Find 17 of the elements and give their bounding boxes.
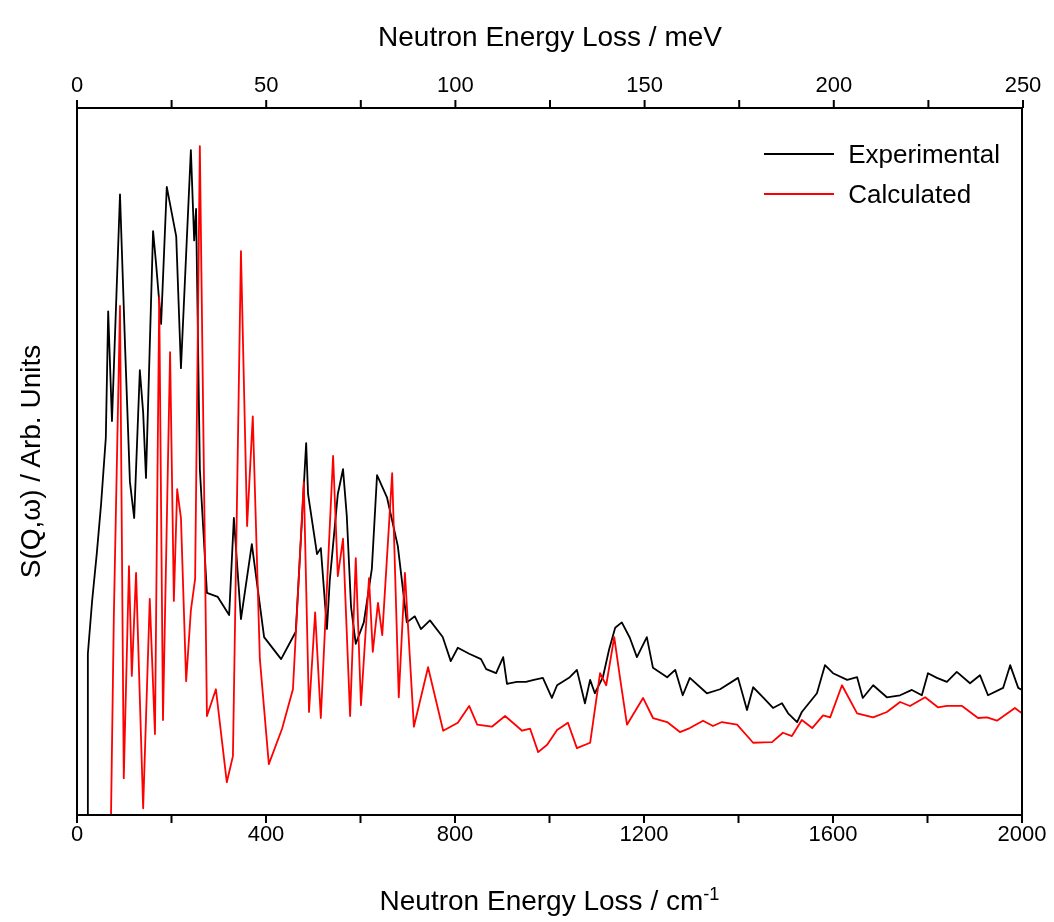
x-tick-label: 400 [247, 820, 285, 846]
x-axis-title: Neutron Energy Loss / cm$^{-1}$ [379, 884, 720, 916]
x-tick-label: 1200 [619, 820, 669, 846]
x2-tick-label: 150 [626, 72, 663, 97]
legend-label: Calculated [848, 178, 972, 211]
x2-tick-label: 200 [815, 72, 853, 97]
x2-tick-label: 100 [437, 72, 474, 97]
x-tick-label: 2000 [997, 820, 1047, 846]
x-tick-label: 0 [70, 820, 84, 846]
x2-axis-title: Neutron Energy Loss / meV [378, 21, 723, 52]
x2-tick-label: 250 [1004, 72, 1042, 97]
x-tick-label: 800 [436, 820, 474, 846]
legend-label: Experimental [848, 138, 1000, 171]
x2-tick-label: 50 [253, 72, 279, 97]
y-axis-title: S(Q,ω) / Arb. Units [15, 344, 46, 579]
x2-tick-label: 0 [70, 72, 84, 97]
x-tick-label: 1600 [808, 820, 858, 846]
